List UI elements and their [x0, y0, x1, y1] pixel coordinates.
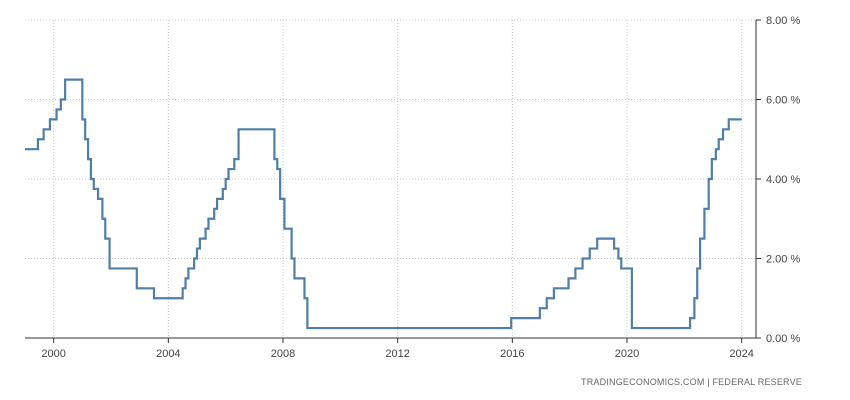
y-tick-label-4: 8.00 % [766, 15, 800, 27]
series-layer [25, 78, 742, 330]
y-tick-label-0: 0.00 % [766, 333, 800, 345]
x-tick-label-4: 2016 [500, 348, 524, 360]
y-tick-label-2: 4.00 % [766, 174, 800, 186]
x-tick-label-0: 2000 [41, 348, 65, 360]
series-line-0 [25, 78, 742, 330]
source-attribution: TRADINGECONOMICS.COM | FEDERAL RESERVE [581, 377, 802, 387]
x-tick-label-1: 2004 [156, 348, 180, 360]
y-tick-label-1: 2.00 % [766, 254, 800, 266]
y-axis-ticks: 0.00 % 2.00 % 4.00 % 6.00 % 8.00 % [756, 15, 800, 345]
x-tick-label-6: 2024 [729, 348, 753, 360]
x-tick-label-2: 2008 [271, 348, 295, 360]
x-tick-label-3: 2012 [385, 348, 409, 360]
x-tick-label-5: 2020 [615, 348, 639, 360]
grid-lines [25, 19, 756, 338]
x-axis-ticks: 2000 2004 2008 2012 2016 2020 2024 [41, 338, 754, 360]
y-tick-label-3: 6.00 % [766, 95, 800, 107]
